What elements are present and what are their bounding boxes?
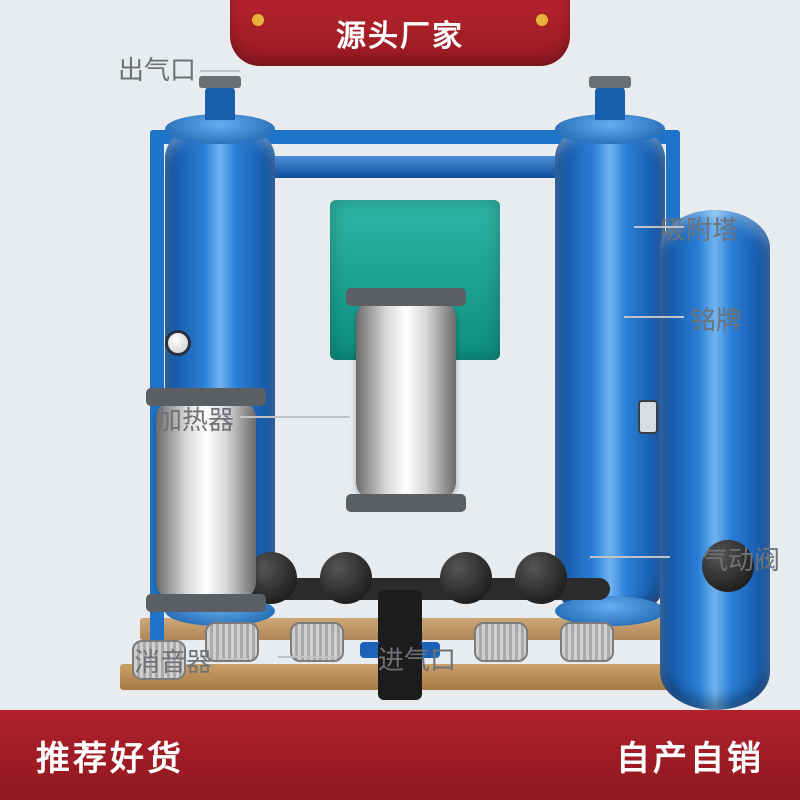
label-outlet: 出气口 bbox=[118, 50, 196, 87]
bottom-right-text: 自产自销 bbox=[616, 731, 764, 780]
bottom-bar: 推荐好货 自产自销 bbox=[0, 710, 800, 800]
label-silencer: 消音器 bbox=[132, 640, 186, 680]
label-tower-text: 吸附塔 bbox=[660, 215, 738, 245]
ribbon-badge: 源头厂家 bbox=[230, 0, 570, 66]
filter-regulator-icon bbox=[638, 400, 658, 434]
leader-line bbox=[240, 416, 350, 418]
label-heater: 加热器 bbox=[156, 400, 256, 600]
label-tower: 吸附塔 bbox=[660, 210, 770, 710]
silencer-1 bbox=[205, 622, 259, 662]
label-silencer-text: 消音器 bbox=[134, 647, 212, 677]
pneumatic-valve-2 bbox=[320, 552, 372, 604]
leader-line bbox=[278, 656, 338, 658]
outlet-nozzle-right bbox=[595, 86, 625, 120]
label-nameplate: 铭牌 bbox=[690, 300, 742, 337]
label-heater-text: 加热器 bbox=[156, 405, 234, 435]
bottom-left-text: 推荐好货 bbox=[36, 731, 184, 780]
leader-line bbox=[590, 556, 670, 558]
label-valve: 气动阀 bbox=[702, 540, 754, 592]
leader-line bbox=[634, 226, 684, 228]
pressure-gauge-icon bbox=[165, 330, 191, 356]
pneumatic-valve-3 bbox=[440, 552, 492, 604]
ribbon-text: 源头厂家 bbox=[336, 11, 464, 55]
silencer-4 bbox=[560, 622, 614, 662]
label-plate-text: 铭牌 bbox=[690, 305, 742, 335]
pneumatic-valve-4 bbox=[515, 552, 567, 604]
leader-line bbox=[200, 70, 240, 72]
label-inlet-text: 进气口 bbox=[378, 645, 456, 675]
leader-line bbox=[218, 658, 248, 660]
leader-line bbox=[624, 316, 684, 318]
label-valve-text: 气动阀 bbox=[702, 545, 780, 575]
adsorption-tower-right bbox=[555, 120, 665, 620]
stage: 源头厂家 出气口 吸附塔 铭牌 加热器 bbox=[0, 0, 800, 800]
heater-cylinder bbox=[356, 300, 456, 500]
label-outlet-text: 出气口 bbox=[118, 55, 196, 85]
outlet-nozzle-left bbox=[205, 86, 235, 120]
label-inlet: 进气口 bbox=[378, 640, 422, 700]
silencer-3 bbox=[474, 622, 528, 662]
